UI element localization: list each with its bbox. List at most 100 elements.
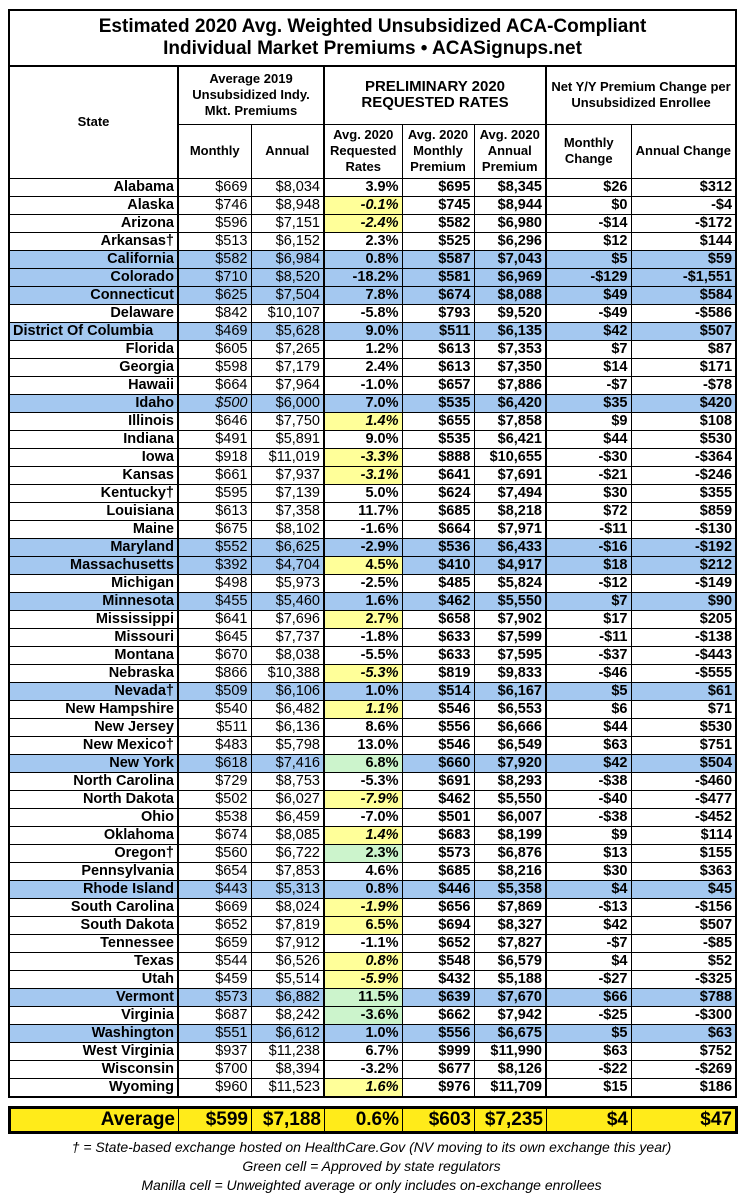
cell-annual-2019: $7,696 (250, 609, 325, 629)
cell-state: Oregon† (8, 843, 179, 863)
cell-annual-2019: $6,722 (250, 843, 325, 863)
cell-monthly-2020: $535 (401, 393, 475, 413)
cell-annual-2019: $7,964 (250, 375, 325, 395)
cell-state: Pennsylvania (8, 861, 179, 881)
cell-rate: 0.8% (323, 951, 403, 971)
cell-rate: -3.6% (323, 1005, 403, 1025)
cell-annual-2020: $9,520 (473, 303, 547, 323)
cell-monthly-2020: $633 (401, 645, 475, 665)
cell-state: Tennessee (8, 933, 179, 953)
cell-rate: 4.6% (323, 861, 403, 881)
cell-monthly-2019: $455 (177, 591, 252, 611)
cell-monthly-2020: $581 (401, 267, 475, 287)
cell-annual-2020: $6,553 (473, 699, 547, 719)
footnote-manilla: Manilla cell = Unweighted average or onl… (141, 1176, 602, 1193)
cell-monthly-change: -$12 (545, 573, 632, 593)
cell-annual-2020: $6,549 (473, 735, 547, 755)
cell-rate: 2.4% (323, 357, 403, 377)
cell-annual-change: $363 (630, 861, 737, 881)
cell-state: Maryland (8, 537, 179, 557)
cell-monthly-2019: $540 (177, 699, 252, 719)
cell-annual-2019: $4,704 (250, 555, 325, 575)
table-row: Arizona $596 $7,151 -2.4% $582 $6,980 -$14 -$17… (8, 213, 737, 233)
cell-monthly-2019: $469 (177, 321, 252, 341)
cell-monthly-change: $13 (545, 843, 632, 863)
cell-annual-2020: $6,420 (473, 393, 547, 413)
cell-monthly-2019: $652 (177, 915, 252, 935)
cell-rate: 1.6% (323, 1077, 403, 1097)
cell-rate: -1.1% (323, 933, 403, 953)
cell-monthly-change: $35 (545, 393, 632, 413)
cell-monthly-2020: $536 (401, 537, 475, 557)
cell-rate: 6.5% (323, 915, 403, 935)
cell-rate: 11.5% (323, 987, 403, 1007)
cell-monthly-change: -$38 (545, 807, 632, 827)
cell-state: New York (8, 753, 179, 773)
cell-monthly-2020: $652 (401, 933, 475, 953)
cell-monthly-change: $66 (545, 987, 632, 1007)
table-title: Estimated 2020 Avg. Weighted Unsubsidize… (7, 9, 738, 67)
cell-state: Indiana (8, 429, 179, 449)
table-row: Virginia $687 $8,242 -3.6% $662 $7,942 -$25 -$3… (8, 1005, 737, 1025)
cell-monthly-2020: $745 (401, 195, 475, 215)
cell-rate: -5.3% (323, 771, 403, 791)
cell-annual-2019: $10,388 (250, 663, 325, 683)
table-row: Louisiana $613 $7,358 11.7% $685 $8,218 $72 $85… (8, 501, 737, 521)
cell-monthly-2020: $633 (401, 627, 475, 647)
table-row: Indiana $491 $5,891 9.0% $535 $6,421 $44 $530 (8, 429, 737, 449)
cell-annual-2019: $7,912 (250, 933, 325, 953)
cell-rate: -3.1% (323, 465, 403, 485)
cell-rate: 1.0% (323, 681, 403, 701)
table-row: Vermont $573 $6,882 11.5% $639 $7,670 $66 $788 (8, 987, 737, 1007)
cell-monthly-change: $7 (545, 339, 632, 359)
cell-monthly-2019: $595 (177, 483, 252, 503)
cell-rate: -7.0% (323, 807, 403, 827)
table-row: Kansas $661 $7,937 -3.1% $641 $7,691 -$21 -$246 (8, 465, 737, 485)
cell-state: Arkansas† (8, 231, 179, 251)
cell-annual-2020: $7,691 (473, 465, 547, 485)
cell-monthly-2020: $660 (401, 753, 475, 773)
cell-annual-2020: $8,293 (473, 771, 547, 791)
cell-monthly-2020: $410 (401, 555, 475, 575)
cell-monthly-change: $49 (545, 285, 632, 305)
cell-annual-2019: $8,394 (250, 1059, 325, 1079)
cell-monthly-2020: $793 (401, 303, 475, 323)
cell-annual-2020: $5,550 (473, 789, 547, 809)
cell-state: Massachusetts (8, 555, 179, 575)
cell-monthly-2019: $746 (177, 195, 252, 215)
cell-rate: -1.0% (323, 375, 403, 395)
cell-rate: 6.8% (323, 753, 403, 773)
table-row: Minnesota $455 $5,460 1.6% $462 $5,550 $7 $90 (8, 591, 737, 611)
cell-monthly-2020: $446 (401, 879, 475, 899)
table-row: Florida $605 $7,265 1.2% $613 $7,353 $7 $87 (8, 339, 737, 359)
header-annual-2019: Annual (250, 123, 325, 179)
cell-annual-change: $420 (630, 393, 737, 413)
table-row: Pennsylvania $654 $7,853 4.6% $685 $8,216 $30 $… (8, 861, 737, 881)
average-monthly-change: $4 (546, 1106, 632, 1133)
cell-monthly-2019: $511 (177, 717, 252, 737)
table-row: New Hampshire $540 $6,482 1.1% $546 $6,553 $6 $… (8, 699, 737, 719)
cell-monthly-2020: $888 (401, 447, 475, 467)
table-row: California $582 $6,984 0.8% $587 $7,043 $5 $59 (8, 249, 737, 269)
cell-annual-2019: $7,139 (250, 483, 325, 503)
cell-annual-2019: $6,027 (250, 789, 325, 809)
cell-monthly-2020: $674 (401, 285, 475, 305)
cell-state: West Virginia (8, 1041, 179, 1061)
cell-monthly-change: $14 (545, 357, 632, 377)
cell-annual-2020: $9,833 (473, 663, 547, 683)
cell-annual-2019: $7,179 (250, 357, 325, 377)
cell-annual-change: -$192 (630, 537, 737, 557)
cell-state: Colorado (8, 267, 179, 287)
cell-annual-change: $87 (630, 339, 737, 359)
cell-annual-2019: $7,750 (250, 411, 325, 431)
cell-rate: 7.8% (323, 285, 403, 305)
cell-annual-change: -$300 (630, 1005, 737, 1025)
cell-rate: -7.9% (323, 789, 403, 809)
cell-monthly-2020: $695 (401, 177, 475, 197)
premium-table: Estimated 2020 Avg. Weighted Unsubsidize… (7, 9, 738, 1098)
cell-annual-2019: $8,038 (250, 645, 325, 665)
cell-state: Louisiana (8, 501, 179, 521)
cell-annual-change: $71 (630, 699, 737, 719)
table-row: Utah $459 $5,514 -5.9% $432 $5,188 -$27 -$325 (8, 969, 737, 989)
cell-monthly-change: $30 (545, 861, 632, 881)
